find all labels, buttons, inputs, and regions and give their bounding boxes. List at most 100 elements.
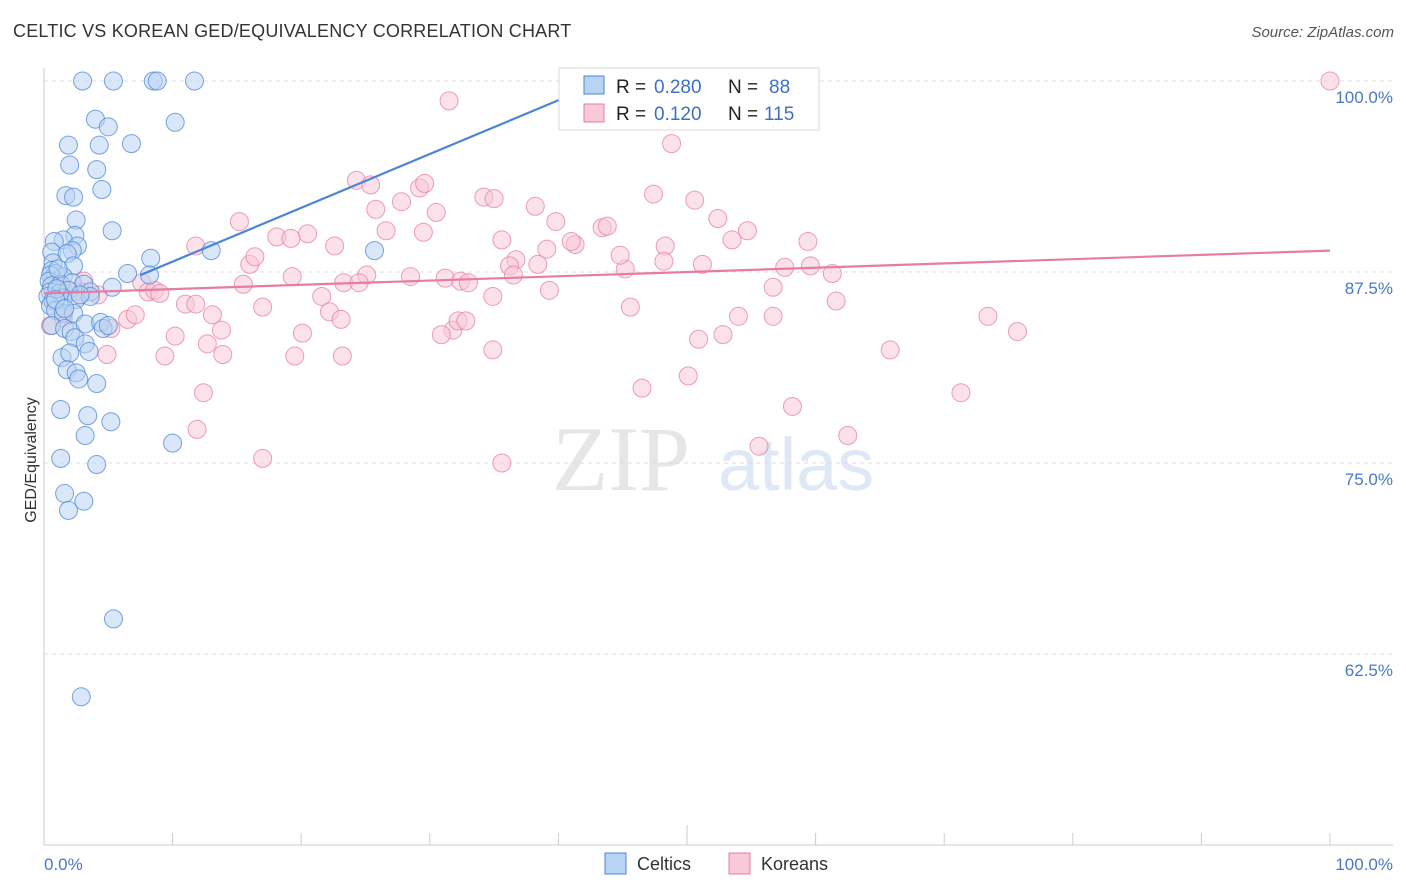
celtics-point [55,299,75,319]
celtics-n-label: N = [728,77,758,98]
koreans-point [331,309,351,329]
koreans-point [150,283,170,303]
koreans-point [654,251,674,271]
grid-lines [44,80,1393,655]
koreans-point [312,286,332,306]
legend-celtics-swatch [604,852,627,875]
koreans-point [325,236,345,256]
koreans-point [775,257,795,277]
celtics-point [89,135,109,155]
celtics-n-value: 88 [769,77,790,98]
x-tick-label-max: 100.0% [1335,855,1393,874]
koreans-r-label: R = [616,104,646,125]
koreans-point [298,224,318,244]
celtics-point [165,112,185,132]
y-tick-label: 87.5% [1345,279,1393,298]
koreans-point [763,277,783,297]
koreans-point [722,230,742,250]
celtics-swatch [583,75,605,95]
koreans-point [155,346,175,366]
koreans-n-value: 115 [764,104,794,125]
koreans-point [435,268,455,288]
celtics-trend-line [140,72,624,277]
celtics-point [78,406,98,426]
koreans-point [193,383,213,403]
koreans-point [880,340,900,360]
koreans-point [597,216,617,236]
koreans-point [186,294,206,314]
koreans-point [211,320,231,340]
watermark-zip: ZIP [552,408,690,510]
koreans-point [281,228,301,248]
koreans-point [539,280,559,300]
celtics-point [103,71,123,91]
koreans-point [1320,71,1340,91]
koreans-point [458,273,478,293]
koreans-point [483,286,503,306]
celtics-point [60,343,80,363]
koreans-point [456,311,476,331]
koreans-point [728,306,748,326]
y-axis-label: GED/Equivalency [23,397,40,522]
y-tick-labels: 62.5% 75.0% 87.5% 100.0% [1335,88,1393,680]
stats-legend: R = 0.280 N = 88 R = 0.120 N = 115 [558,67,820,131]
koreans-point [282,267,302,287]
koreans-point [415,173,435,193]
celtics-point [87,374,107,394]
legend-celtics-label: Celtics [637,854,691,874]
koreans-point [782,396,802,416]
koreans-point [197,334,217,354]
celtics-point [98,315,118,335]
koreans-point [392,192,412,212]
celtics-point [79,341,99,361]
celtics-point [87,160,107,180]
koreans-point [376,221,396,241]
celtics-point [55,484,75,504]
koreans-point [292,323,312,343]
celtics-point [147,71,167,91]
koreans-point [426,202,446,222]
celtics-point [163,433,183,453]
koreans-point [798,231,818,251]
source-label: Source: ZipAtlas.com [1251,24,1394,41]
koreans-point [749,436,769,456]
koreans-point [692,254,712,274]
celtics-point [184,71,204,91]
celtics-point [365,241,385,261]
celtics-point [75,425,95,445]
koreans-point [233,274,253,294]
koreans-point [202,305,222,325]
celtics-point [141,248,161,268]
celtics-point [103,609,123,629]
celtics-point [102,277,122,297]
series-legend: Celtics Koreans [604,852,828,875]
koreans-point [685,190,705,210]
koreans-point [525,196,545,216]
celtics-point [92,179,112,199]
koreans-point [546,212,566,232]
koreans-point [644,184,664,204]
celtics-point [64,187,84,207]
koreans-point [528,254,548,274]
koreans-point [800,256,820,276]
koreans-point [503,265,523,285]
celtics-point [102,221,122,241]
celtics-point [71,687,91,707]
koreans-point [678,366,698,386]
axes [43,68,1393,846]
chart-title: CELTIC VS KOREAN GED/EQUIVALENCY CORRELA… [13,21,572,41]
koreans-n-label: N = [728,104,758,125]
koreans-point [978,306,998,326]
celtics-point [60,155,80,175]
celtics-point [201,241,221,261]
koreans-r-value: 0.120 [654,104,702,125]
koreans-point [620,297,640,317]
y-tick-label: 75.0% [1345,470,1393,489]
koreans-point [165,326,185,346]
koreans-point [561,231,581,251]
koreans-point [245,247,265,267]
koreans-point [413,222,433,242]
koreans-point [1008,322,1028,342]
celtics-r-value: 0.280 [654,77,702,98]
celtics-point [51,448,71,468]
